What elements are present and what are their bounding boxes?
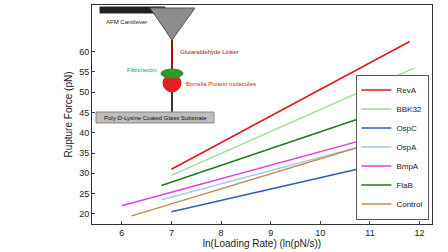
svg-text:50: 50 [79, 87, 89, 97]
svg-text:55: 55 [79, 67, 89, 77]
svg-text:Poly-D-Lysine Coated Glass Sub: Poly-D-Lysine Coated Glass Substrate [104, 115, 207, 121]
svg-text:6: 6 [119, 228, 124, 238]
svg-text:BmpA: BmpA [396, 162, 418, 171]
svg-text:60: 60 [79, 47, 89, 57]
svg-text:8: 8 [219, 228, 224, 238]
svg-text:45: 45 [79, 108, 89, 118]
svg-text:ln(Loading Rate) (ln(pN/s)): ln(Loading Rate) (ln(pN/s)) [203, 238, 321, 249]
svg-text:9: 9 [268, 228, 273, 238]
svg-text:12: 12 [415, 228, 425, 238]
svg-text:Rupture Force (pN): Rupture Force (pN) [63, 71, 74, 157]
svg-text:25: 25 [79, 189, 89, 199]
svg-text:OspC: OspC [396, 124, 417, 133]
svg-text:OspA: OspA [396, 143, 417, 152]
svg-text:Control: Control [396, 200, 422, 209]
svg-text:7: 7 [169, 228, 174, 238]
svg-text:RevA: RevA [396, 86, 416, 95]
svg-text:AFM Cantilever: AFM Cantilever [106, 19, 147, 25]
svg-text:30: 30 [79, 168, 89, 178]
svg-text:Borrelia Protein molecules: Borrelia Protein molecules [186, 81, 256, 87]
svg-text:11: 11 [365, 228, 374, 238]
svg-text:20: 20 [79, 209, 89, 219]
svg-text:35: 35 [79, 148, 89, 158]
svg-text:FlaB: FlaB [396, 181, 412, 190]
svg-text:10: 10 [315, 228, 325, 238]
svg-text:Fibronectin: Fibronectin [127, 67, 157, 73]
svg-text:Glutaraldehyde Linker: Glutaraldehyde Linker [180, 49, 239, 55]
svg-text:BBK32: BBK32 [396, 105, 421, 114]
svg-text:40: 40 [79, 128, 89, 138]
